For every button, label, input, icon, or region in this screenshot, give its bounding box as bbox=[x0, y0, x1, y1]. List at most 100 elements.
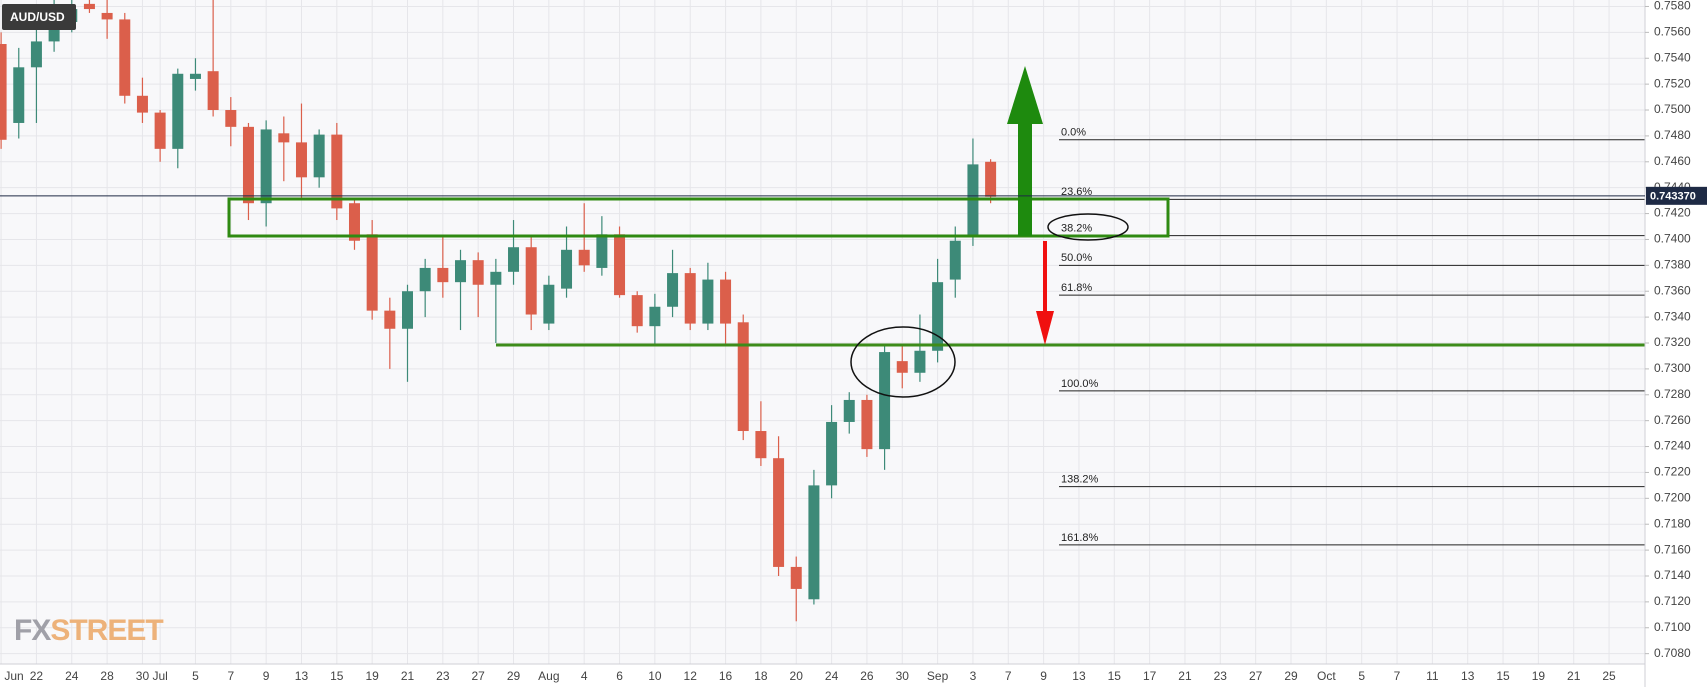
candle-body bbox=[437, 267, 449, 283]
candle-body bbox=[808, 485, 820, 600]
candle-body bbox=[348, 203, 360, 241]
candle-body bbox=[260, 129, 272, 204]
candle-body bbox=[967, 164, 979, 237]
x-tick-label: 10 bbox=[648, 669, 662, 683]
x-tick-label: 29 bbox=[507, 669, 521, 683]
x-tick-label: 22 bbox=[30, 669, 44, 683]
x-tick-label: 5 bbox=[1358, 669, 1365, 683]
candle-body bbox=[119, 19, 131, 96]
candle-body bbox=[295, 142, 307, 178]
highlight-ellipse bbox=[1047, 213, 1129, 241]
y-tick-label: 0.7140 bbox=[1654, 568, 1691, 582]
y-tick-label: 0.7540 bbox=[1654, 50, 1691, 64]
axes: 0.7080 0.7100 0.7120 0.7140 0.7160 0.7180 0.72… bbox=[4, 0, 1691, 683]
y-tick-label: 0.7340 bbox=[1654, 309, 1691, 323]
x-tick-label: 26 bbox=[860, 669, 874, 683]
candle-body bbox=[667, 273, 679, 307]
candle-body bbox=[879, 352, 891, 450]
candle-body bbox=[242, 126, 254, 204]
x-tick-label: 17 bbox=[1143, 669, 1157, 683]
candle-body bbox=[790, 566, 802, 589]
last-price-label: 0.743370 bbox=[1650, 191, 1696, 203]
fib-label: 161.8% bbox=[1061, 532, 1099, 544]
x-tick-label: 30 bbox=[896, 669, 910, 683]
y-tick-label: 0.7120 bbox=[1654, 594, 1691, 608]
x-tick-label: 13 bbox=[1072, 669, 1086, 683]
candle-body bbox=[366, 234, 378, 311]
x-tick-label: 27 bbox=[1249, 669, 1263, 683]
x-tick-label: 23 bbox=[436, 669, 450, 683]
x-tick-label: 20 bbox=[790, 669, 804, 683]
candle-body bbox=[684, 273, 696, 324]
x-tick-label: 6 bbox=[616, 669, 623, 683]
up-arrow-shaft bbox=[1018, 122, 1032, 236]
x-tick-label: 25 bbox=[1602, 669, 1616, 683]
candle-body bbox=[83, 3, 95, 10]
y-tick-label: 0.7240 bbox=[1654, 439, 1691, 453]
candle-body bbox=[278, 133, 290, 143]
y-tick-label: 0.7200 bbox=[1654, 490, 1691, 504]
candle-body bbox=[508, 247, 520, 272]
fib-label: 50.0% bbox=[1061, 252, 1092, 264]
candle-body bbox=[702, 279, 714, 324]
x-tick-label: 9 bbox=[1040, 669, 1047, 683]
candle-body bbox=[720, 279, 732, 324]
y-tick-label: 0.7160 bbox=[1654, 542, 1691, 556]
x-tick-label: 30 bbox=[136, 669, 150, 683]
x-tick-label: 24 bbox=[65, 669, 79, 683]
fib-label: 61.8% bbox=[1061, 282, 1092, 294]
x-tick-label: Jun bbox=[4, 669, 23, 683]
candle-body bbox=[490, 271, 502, 285]
candle-body bbox=[313, 134, 325, 178]
candle-body bbox=[189, 73, 201, 79]
candle-body bbox=[172, 73, 184, 149]
y-tick-label: 0.7300 bbox=[1654, 361, 1691, 375]
down-arrow-shaft bbox=[1043, 241, 1047, 313]
y-tick-label: 0.7380 bbox=[1654, 258, 1691, 272]
x-tick-label: 19 bbox=[365, 669, 379, 683]
watermark-part: FX bbox=[14, 614, 51, 647]
y-tick-label: 0.7100 bbox=[1654, 620, 1691, 634]
last-price: 0.743370 bbox=[0, 186, 1707, 205]
x-tick-label: 5 bbox=[192, 669, 199, 683]
candle-body bbox=[896, 361, 908, 373]
candle-body bbox=[154, 112, 166, 149]
y-tick-label: 0.7560 bbox=[1654, 25, 1691, 39]
candle-body bbox=[543, 284, 555, 324]
x-tick-label: 21 bbox=[401, 669, 415, 683]
fib-label: 0.0% bbox=[1061, 127, 1086, 139]
candle-body bbox=[614, 234, 626, 296]
candle-body bbox=[843, 399, 855, 422]
y-tick-label: 0.7260 bbox=[1654, 413, 1691, 427]
candle-body bbox=[861, 399, 873, 450]
down-arrow-head bbox=[1036, 311, 1054, 345]
x-tick-label: Sep bbox=[927, 669, 949, 683]
candle-body bbox=[826, 421, 838, 486]
x-tick-label: 7 bbox=[1394, 669, 1401, 683]
x-tick-label: 7 bbox=[227, 669, 234, 683]
symbol: AUD/USD bbox=[10, 10, 65, 24]
fib-label: 23.6% bbox=[1061, 186, 1092, 198]
candle-body bbox=[596, 234, 608, 268]
candle-body bbox=[737, 322, 749, 432]
x-tick-label: 18 bbox=[754, 669, 768, 683]
y-tick-label: 0.7400 bbox=[1654, 232, 1691, 246]
x-tick-label: Oct bbox=[1317, 669, 1336, 683]
annotations bbox=[227, 66, 1645, 398]
fib-label: 38.2% bbox=[1061, 222, 1092, 234]
symbol-box bbox=[2, 4, 76, 30]
y-tick-label: 0.7580 bbox=[1654, 0, 1691, 13]
x-tick-label: 15 bbox=[1496, 669, 1510, 683]
fib-label: 100.0% bbox=[1061, 378, 1099, 390]
candle-body bbox=[649, 306, 661, 327]
x-tick-label: 9 bbox=[263, 669, 270, 683]
watermark-part: STREET bbox=[50, 614, 163, 647]
candle-body bbox=[419, 267, 431, 292]
x-tick-label: Jul bbox=[152, 669, 167, 683]
y-tick-label: 0.7220 bbox=[1654, 465, 1691, 479]
candle-body bbox=[932, 282, 944, 351]
x-tick-label: 4 bbox=[581, 669, 588, 683]
x-tick-label: 23 bbox=[1214, 669, 1228, 683]
resistance-zone bbox=[227, 197, 1170, 238]
